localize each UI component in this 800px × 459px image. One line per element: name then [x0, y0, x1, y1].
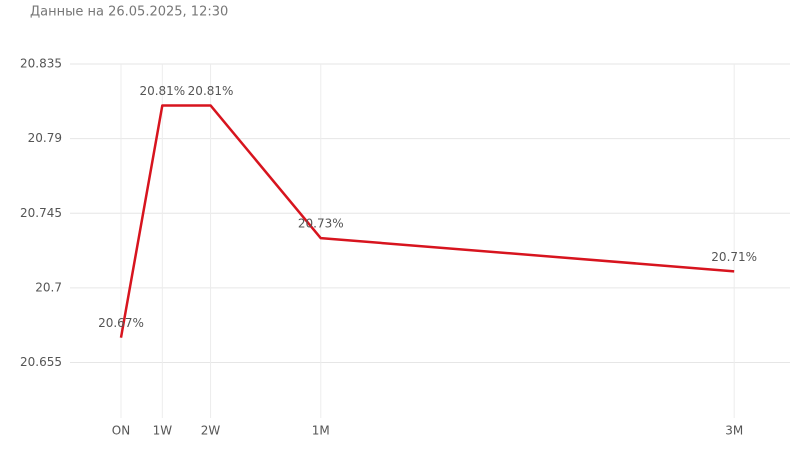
line: [119, 104, 735, 338]
data-label: 20.73%: [298, 217, 344, 231]
x-tick-label: 1M: [312, 424, 330, 438]
y-tick-label: 20.835: [20, 57, 62, 71]
x-tick-label: 2W: [201, 424, 221, 438]
y-tick-label: 20.655: [20, 355, 62, 369]
y-tick-label: 20.79: [28, 131, 62, 145]
x-tick-label: 3M: [725, 424, 743, 438]
x-tick-label: 1W: [153, 424, 173, 438]
data-label: 20.81%: [188, 84, 234, 98]
data-label: 20.71%: [711, 250, 757, 264]
y-tick-label: 20.745: [20, 206, 62, 220]
x-tick-label: ON: [112, 424, 130, 438]
chart-subtitle: Данные на 26.05.2025, 12:30: [30, 5, 228, 20]
data-label: 20.81%: [139, 84, 185, 98]
data-label: 20.67%: [98, 316, 144, 330]
y-tick-label: 20.7: [35, 280, 62, 294]
